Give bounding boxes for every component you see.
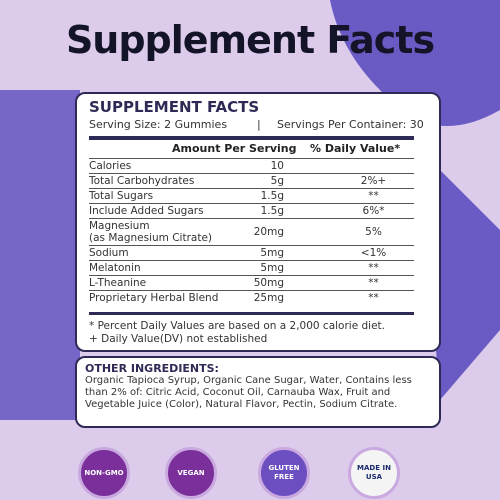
fact-row: Include Added Sugars 1.5g 6%*: [89, 203, 414, 219]
amount: 10: [270, 160, 284, 172]
amount: 1.5g: [260, 190, 284, 202]
nutrient-name: Sodium: [89, 247, 129, 259]
daily-value: 6%*: [362, 205, 385, 217]
nutrient-name: Total Carbohydrates: [89, 175, 195, 187]
serving-size: Serving Size: 2 Gummies: [89, 118, 228, 131]
ingredients-panel: OTHER INGREDIENTS: Organic Tapioca Syrup…: [75, 356, 441, 428]
fact-row: Magnesium (as Magnesium Citrate) 20mg 5%: [89, 218, 414, 246]
separator: |: [257, 118, 261, 131]
servings: Servings Per Container: 30: [277, 118, 424, 131]
daily-value: 5%: [365, 226, 382, 238]
blob: [330, 0, 500, 126]
badge: GLUTEN FREE: [258, 447, 310, 499]
footnote: + Daily Value(DV) not established: [89, 333, 268, 345]
daily-value: **: [368, 262, 379, 274]
badge: VEGAN: [165, 447, 217, 499]
daily-value: **: [368, 277, 379, 289]
blob: [0, 90, 80, 420]
nutrient-note: (as Magnesium Citrate): [89, 232, 213, 244]
fact-row: L-Theanine 50mg **: [89, 275, 414, 291]
amount: 5mg: [260, 262, 284, 274]
fact-row: Total Carbohydrates 5g 2%+: [89, 173, 414, 189]
nutrient-name: L-Theanine: [89, 277, 147, 289]
facts-panel: SUPPLEMENT FACTS Serving Size: 2 Gummies…: [75, 92, 441, 352]
nutrient-name: Magnesium: [89, 220, 150, 232]
fact-row: Melatonin 5mg **: [89, 260, 414, 276]
nutrient-name: Melatonin: [89, 262, 141, 274]
nutrient-name: Total Sugars: [89, 190, 154, 202]
footnote: * Percent Daily Values are based on a 2,…: [89, 320, 385, 332]
daily-value: <1%: [360, 247, 387, 259]
fact-row: Calories 10: [89, 158, 414, 174]
nutrient-name: Calories: [89, 160, 132, 172]
fact-row: Total Sugars 1.5g **: [89, 188, 414, 204]
amount: 50mg: [253, 277, 284, 289]
nutrient-name: Include Added Sugars: [89, 205, 204, 217]
daily-value: **: [368, 292, 379, 304]
fact-row: Proprietary Herbal Blend 25mg **: [89, 290, 414, 306]
badge: NON-GMO: [78, 447, 130, 499]
ingredients-title: OTHER INGREDIENTS:: [85, 362, 219, 375]
rule: [89, 136, 414, 140]
facts-title: SUPPLEMENT FACTS: [89, 98, 260, 116]
fact-row: Sodium 5mg <1%: [89, 245, 414, 261]
badge: MADE IN USA: [348, 447, 400, 499]
daily-value: 2%+: [360, 175, 387, 187]
amount: 1.5g: [260, 205, 284, 217]
amount: 5g: [270, 175, 284, 187]
col-amount: Amount Per Serving: [172, 142, 297, 155]
rule: [89, 312, 414, 315]
amount: 5mg: [260, 247, 284, 259]
daily-value: **: [368, 190, 379, 202]
amount: 20mg: [253, 226, 284, 238]
col-dv: % Daily Value*: [310, 142, 401, 155]
amount: 25mg: [253, 292, 284, 304]
page-title: Supplement Facts: [65, 18, 435, 62]
nutrient-name: Proprietary Herbal Blend: [89, 292, 219, 304]
ingredients-text: Organic Tapioca Syrup, Organic Cane Suga…: [85, 375, 412, 410]
